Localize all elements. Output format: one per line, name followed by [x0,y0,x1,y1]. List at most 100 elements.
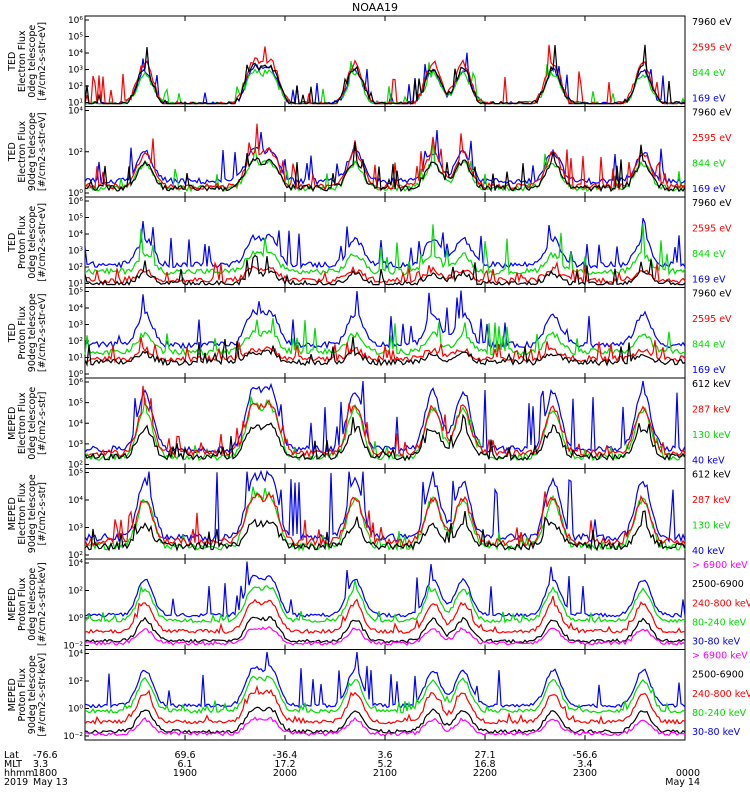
y-tick-label: 10¹ [68,99,83,109]
y-tick-label: 10³ [68,321,83,331]
y-tick-label: 10² [68,148,83,158]
series-line [84,491,686,548]
y-tick-label: 10¹ [68,354,83,364]
legend-entry: 169 eV [692,94,726,105]
y-axis-label: Electron Flux [17,483,28,545]
plot-panels: 10¹ 10² 10³ 10⁴ 10⁵ 10⁶ TED Electron Flux 0deg t… [7,15,750,742]
legend-entry: 80-240 keV [692,617,747,628]
x-tick-label: -56.6 [573,750,598,761]
panel-frame [84,649,686,741]
panel-2: 10⁰ 10² 10⁴ TED Electron Flux 90deg telescope… [7,106,732,199]
legend-entry: 2595 eV [692,133,732,144]
x-tick-label: 1800 [33,768,57,779]
y-axis-label: Electron Flux [17,392,28,454]
legend-entry: 130 keV [692,430,731,441]
x-tick-label: 1900 [173,768,197,779]
series-line [85,52,686,106]
series-line [84,260,686,285]
x-tick-label: 16.8 [474,759,495,770]
panel-8: 10⁻² 10⁰ 10² 10⁴ MEPED Proton Flux 90deg teles… [7,649,750,742]
legend-entry: 2500-6900 [692,670,744,681]
y-tick-label: 10⁶ [68,378,83,388]
legend-entry: 2595 eV [692,224,732,235]
y-axis-label: Proton Flux [17,668,28,722]
y-axis-label: [#/cm2-s-str-keV] [37,562,48,646]
series-line [84,561,686,618]
y-axis-label: Proton Flux [17,577,28,631]
y-tick-label: 10³ [68,524,83,534]
series-line [84,580,686,624]
x-tick-label: 2300 [573,768,597,779]
x-tick-label: -36.4 [273,750,298,761]
x-tick-label: 69.6 [174,750,195,761]
legend-entry: 287 keV [692,495,731,506]
legend-entry: 2500-6900 [692,579,744,590]
legend-entry: 7960 eV [692,289,732,300]
series-line [84,142,686,193]
y-tick-label: 10⁵ [68,33,83,43]
series-line [84,44,686,105]
y-axis-label: TED [7,233,18,253]
legend-entry: > 6900 keV [692,651,748,662]
y-axis-label: [#/cm2-s-str-eV] [37,22,48,101]
legend-entry: 844 eV [692,249,726,260]
series-line [84,336,686,367]
y-tick-label: 10⁶ [68,16,83,26]
legend-entry: 130 keV [692,521,731,532]
legend-entry: 169 eV [692,184,726,195]
y-tick-label: 10⁵ [68,214,83,224]
y-tick-label: 10³ [68,66,83,76]
y-axis-label: TED [7,142,18,162]
y-tick-label: 10⁵ [68,288,83,298]
y-tick-label: 10⁴ [68,496,83,506]
y-axis-label: [#/cm2-s-str-keV] [37,653,48,737]
y-axis-label: 90deg telescope [27,655,38,734]
x-tick-label: 6.1 [177,759,192,770]
y-axis-label: [#/cm2-s-str] [37,482,48,545]
y-tick-label: 10² [68,461,83,471]
y-tick-label: 10⁵ [68,469,83,479]
y-tick-label: 10⁶ [68,197,83,207]
x-row-label: hhmm [4,768,35,779]
y-tick-label: 10⁴ [68,650,83,660]
series-line [84,684,686,725]
series-line [84,595,686,635]
legend-entry: 844 eV [692,68,726,79]
y-tick-label: 10¹ [68,280,83,290]
y-axis-label: 0deg telescope [27,25,38,98]
y-tick-label: 10⁰ [68,370,83,380]
y-tick-label: 10² [68,82,83,92]
legend-entry: 2595 eV [692,43,732,54]
legend-entry: 40 keV [692,456,725,467]
y-tick-label: 10⁻² [63,642,83,652]
y-axis-label: [#/cm2-s-str-eV] [37,112,48,191]
legend-entry: 2595 eV [692,314,732,325]
legend-entry: > 6900 keV [692,560,748,571]
panel-7: 10⁻² 10⁰ 10² 10⁴ MEPED Proton Flux 0deg telesc… [7,558,750,652]
panel-frame [84,558,686,650]
legend-entry: 612 keV [692,379,731,390]
y-tick-label: 10² [68,677,83,687]
y-axis-label: TED [7,52,18,72]
panel-4: 10⁰ 10¹ 10² 10³ 10⁴ 10⁵ TED Proton Flux 90deg te… [7,287,732,380]
legend-entry: 7960 eV [692,198,732,209]
y-axis-label: 90deg telescope [27,293,38,372]
legend-entry: 287 keV [692,405,731,416]
y-axis-label: 0deg telescope [27,206,38,279]
series-line [84,651,686,709]
y-tick-label: 10⁴ [68,230,83,240]
series-line [84,469,686,543]
y-axis-label: TED [7,323,18,343]
y-tick-label: 10² [68,587,83,597]
series-line [85,60,686,105]
x-tick-label: 3.4 [577,759,592,770]
y-axis-label: [#/cm2-s-str] [37,392,48,455]
legend-entry: 7960 eV [692,17,732,28]
y-tick-label: 10⁴ [68,559,83,569]
legend-entry: 612 keV [692,470,731,481]
x-tick-label: 3.3 [33,759,48,770]
y-axis-label: 0deg telescope [27,568,38,641]
x-tick-label: 17.2 [274,759,295,770]
y-axis-label: MEPED [7,588,18,621]
